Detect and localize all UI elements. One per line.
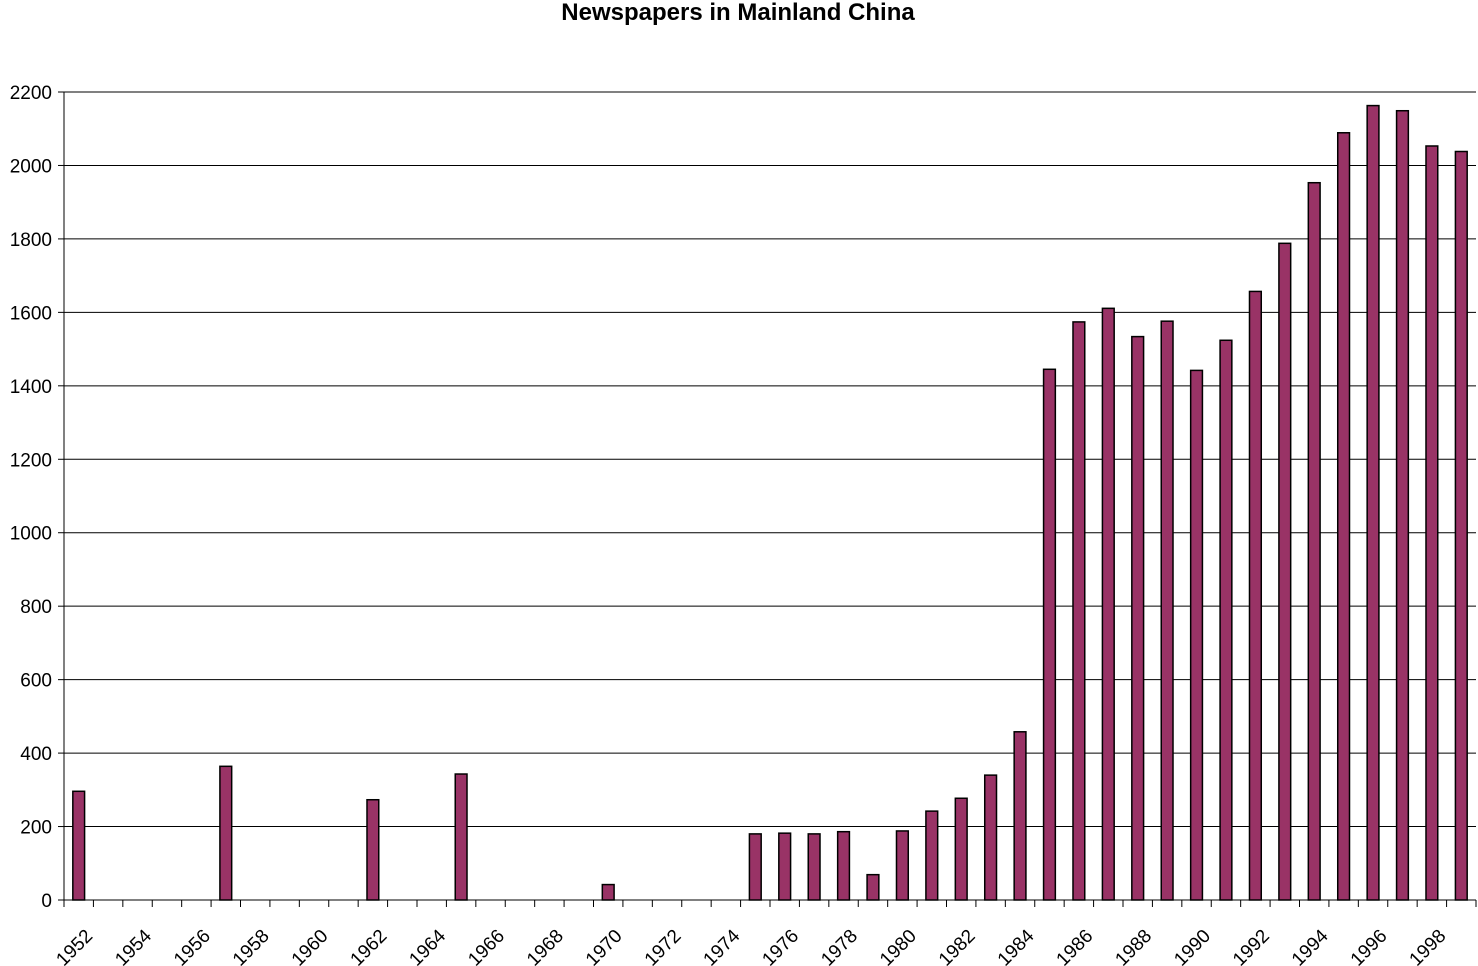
x-tick-label: 1980 [876,926,921,966]
y-tick-label: 800 [20,597,52,618]
chart-title: Newspapers in Mainland China [561,0,915,26]
x-tick-label: 1998 [1406,926,1451,966]
bar-1982 [954,797,968,901]
bar-1981 [925,810,939,901]
bar-1991 [1219,339,1233,901]
bar-1997 [1395,109,1410,901]
bar-1952 [72,790,86,901]
bar-1962 [366,798,380,901]
bar-1998 [1425,145,1439,901]
bar-1996 [1366,104,1380,901]
y-tick-label: 400 [20,744,52,765]
y-tick-label: 1000 [10,524,52,545]
bar-1988 [1131,335,1145,901]
bar-1979 [866,873,880,901]
bar-1976 [778,832,792,901]
x-tick-label: 1994 [1288,925,1333,966]
y-tick-label: 2000 [10,156,52,177]
bars [72,104,1468,901]
x-tick-label: 1986 [1053,926,1098,966]
x-tick-label: 1968 [523,926,568,966]
y-tick-label: 200 [20,818,52,839]
x-tick-label: 1990 [1170,926,1215,966]
x-tick-label: 1964 [405,925,450,966]
x-tick-label: 1982 [935,926,980,966]
x-tick-label: 1988 [1111,926,1156,966]
x-axis-ticks: 1952 1954 1956 1958 1960 1962 1964 1966 1968 1970… [52,900,1477,966]
x-tick-label: 1962 [347,926,392,966]
bar-1970 [601,883,615,901]
x-tick-label: 1960 [288,926,333,966]
x-tick-label: 1974 [700,925,745,966]
bar-1980 [895,830,910,901]
x-tick-label: 1954 [111,925,156,966]
bar-1995 [1336,132,1351,901]
bar-1957 [219,765,233,901]
y-tick-label: 1600 [10,303,52,324]
bar-1986 [1072,321,1086,901]
bar-1994 [1307,181,1321,901]
x-tick-label: 1970 [582,926,627,966]
x-tick-label: 1976 [758,926,803,966]
x-tick-label: 1972 [641,926,686,966]
bar-1984 [1013,731,1027,901]
x-tick-label: 1978 [817,926,862,966]
y-tick-label: 1400 [10,377,52,398]
bar-1977 [807,833,821,901]
bar-1987 [1101,307,1115,901]
x-tick-label: 1996 [1347,926,1392,966]
y-tick-label: 600 [20,671,52,692]
bar-1993 [1278,242,1292,901]
y-tick-label: 1800 [10,230,52,251]
x-tick-label: 1956 [170,926,215,966]
y-tick-label: 2200 [10,83,52,104]
bar-1975 [748,833,762,901]
gridlines [64,91,1476,828]
x-tick-label: 1984 [994,925,1039,966]
x-tick-label: 1958 [229,926,274,966]
x-tick-label: 1992 [1229,926,1274,966]
x-tick-label: 1966 [464,926,509,966]
bar-1985 [1042,368,1057,901]
y-tick-label: 0 [41,891,52,912]
bar-1990 [1189,369,1204,901]
x-tick-label: 1952 [52,926,97,966]
bar-1983 [983,774,998,901]
bar-1989 [1160,320,1174,901]
bar-1978 [836,830,851,901]
bar-1992 [1248,290,1263,901]
y-tick-label: 1200 [10,450,52,471]
bar-1965 [454,773,468,901]
bar-1999 [1454,150,1468,901]
y-axis-ticks: 0 200 400 600 800 1000 1200 1400 1600 1800 2000 220… [10,83,64,912]
